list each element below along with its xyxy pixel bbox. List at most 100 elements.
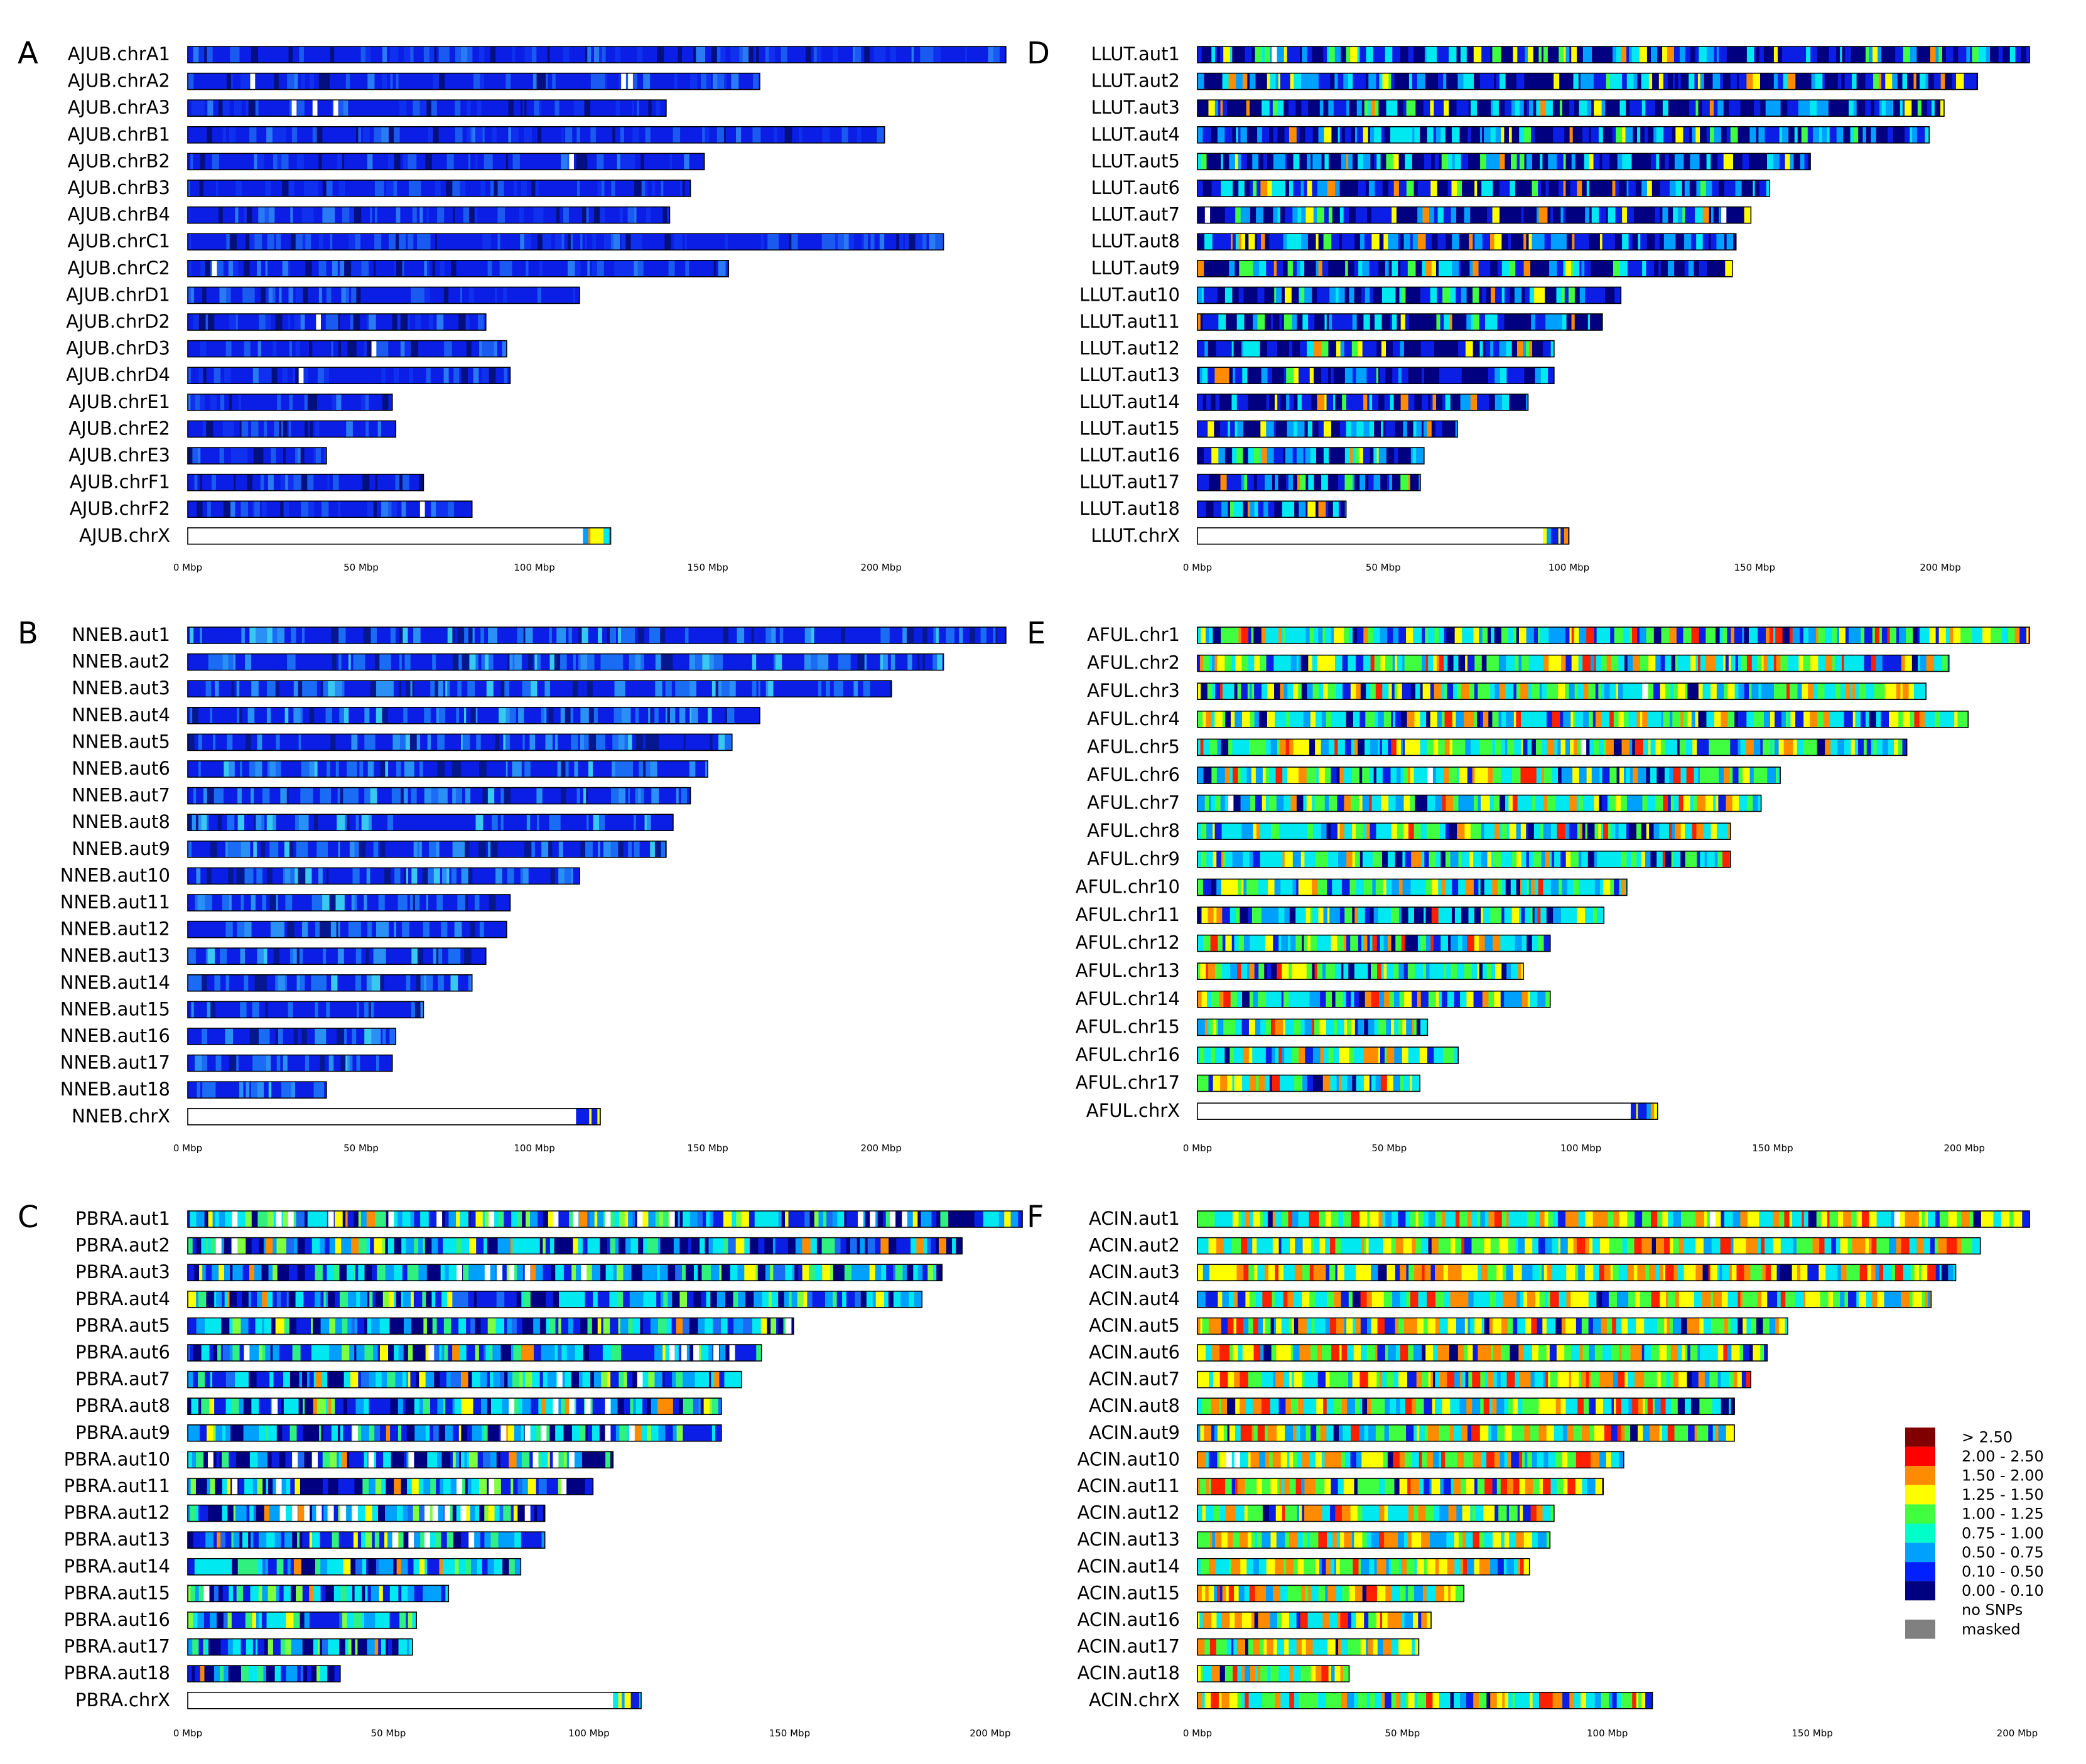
chromosome-segment bbox=[211, 1345, 214, 1361]
chromosome-segment bbox=[237, 367, 243, 384]
chromosome-segment bbox=[733, 126, 737, 143]
chromosome-segment bbox=[271, 1082, 277, 1099]
chromosome-segment bbox=[818, 1211, 824, 1227]
chromosome-segment bbox=[490, 180, 494, 196]
chromosome-segment bbox=[733, 1345, 737, 1361]
chromosome-segment bbox=[409, 734, 418, 751]
chromosome-segment bbox=[646, 734, 654, 751]
chromosome-segment bbox=[379, 1028, 381, 1045]
chromosome-outline bbox=[187, 447, 327, 465]
chromosome-segment bbox=[253, 448, 261, 464]
chromosome-segment bbox=[937, 653, 943, 670]
chromosome-segment bbox=[822, 126, 827, 143]
chromosome-segment bbox=[201, 1345, 210, 1361]
chromosome-segment bbox=[568, 627, 573, 643]
chromosome-segment bbox=[689, 260, 697, 277]
chromosome-segment bbox=[254, 260, 257, 277]
chromosome-segment bbox=[322, 421, 330, 438]
chromosome-segment bbox=[354, 46, 362, 63]
chromosome-segment bbox=[912, 653, 916, 670]
chromosome-segment bbox=[482, 787, 489, 804]
chromosome-segment bbox=[322, 501, 329, 518]
chromosome-segment bbox=[319, 948, 323, 965]
chromosome-segment bbox=[539, 1371, 544, 1388]
chromosome-segment bbox=[485, 734, 490, 751]
chromosome-segment bbox=[315, 921, 320, 938]
chromosome-segment bbox=[227, 1505, 234, 1522]
chromosome-segment bbox=[189, 73, 194, 90]
chromosome-segment bbox=[235, 501, 242, 518]
chromosome-segment bbox=[443, 1237, 450, 1254]
no-snp-gap bbox=[244, 1345, 250, 1361]
chromosome-segment bbox=[619, 1211, 625, 1227]
chromosome-segment bbox=[412, 680, 415, 697]
chromosome-segment bbox=[502, 921, 506, 938]
chromosome-segment bbox=[709, 126, 715, 143]
chromosome-segment bbox=[601, 126, 606, 143]
chromosome-segment bbox=[238, 394, 242, 411]
chromosome-segment bbox=[252, 207, 259, 223]
chromosome-segment bbox=[401, 501, 407, 518]
chromosome-segment bbox=[303, 1478, 307, 1495]
chromosome-segment bbox=[688, 1237, 692, 1254]
no-snp-gap bbox=[457, 1478, 463, 1495]
chromosome-segment bbox=[273, 1264, 278, 1281]
chromosome-segment bbox=[634, 1291, 644, 1308]
chromosome-segment bbox=[271, 153, 274, 170]
chromosome-segment bbox=[386, 1028, 390, 1045]
chromosome-segment bbox=[477, 234, 483, 250]
chromosome-segment bbox=[484, 1345, 487, 1361]
chromosome-segment bbox=[198, 314, 207, 330]
chromosome-segment bbox=[816, 1237, 823, 1254]
chromosome-segment bbox=[566, 734, 571, 751]
chromosome-segment bbox=[438, 974, 445, 991]
chromosome-segment bbox=[403, 180, 406, 196]
chromosome-segment bbox=[651, 180, 656, 196]
chromosome-label: AJUB.chrF2 bbox=[70, 498, 170, 519]
chromosome-segment bbox=[701, 73, 707, 90]
chromosome-segment bbox=[561, 1318, 569, 1335]
chromosome-segment bbox=[725, 126, 731, 143]
chromosome-segment bbox=[460, 100, 463, 117]
chromosome-segment bbox=[500, 234, 508, 250]
chromosome-segment bbox=[349, 707, 354, 724]
chromosome-segment bbox=[200, 868, 207, 885]
chromosome-segment bbox=[243, 787, 247, 804]
chromosome-segment bbox=[249, 1028, 254, 1045]
chromosome-segment bbox=[335, 895, 338, 911]
chromosome-segment bbox=[366, 314, 369, 330]
chromosome-segment bbox=[615, 207, 620, 223]
chromosome-segment bbox=[689, 1318, 699, 1335]
chromosome-segment bbox=[406, 1371, 409, 1388]
chromosome-segment bbox=[204, 100, 208, 117]
chromosome-segment bbox=[396, 234, 399, 250]
chromosome-segment bbox=[307, 1082, 312, 1099]
chromosome-segment bbox=[659, 787, 666, 804]
x-tick-label: 100 Mbp bbox=[514, 562, 554, 573]
chromosome-segment bbox=[507, 653, 511, 670]
chromosome-segment bbox=[427, 734, 431, 751]
chromosome-segment bbox=[386, 421, 392, 438]
chromosome-segment bbox=[531, 180, 536, 196]
chromosome-segment bbox=[347, 1451, 350, 1468]
chromosome-segment bbox=[217, 501, 222, 518]
chromosome-segment bbox=[845, 627, 848, 643]
chromosome-segment bbox=[280, 474, 286, 491]
chromosome-segment bbox=[669, 46, 677, 63]
chromosome-segment bbox=[391, 707, 394, 724]
chromosome-segment bbox=[354, 895, 358, 911]
chromosome-segment bbox=[686, 234, 693, 250]
chromosome-segment bbox=[461, 1237, 470, 1254]
chromosome-segment bbox=[205, 948, 208, 965]
chromosome-segment bbox=[360, 1291, 368, 1308]
chromosome-segment bbox=[457, 680, 462, 697]
chromosome-segment bbox=[511, 1345, 514, 1361]
chromosome-segment bbox=[331, 974, 338, 991]
chromosome-segment bbox=[293, 948, 298, 965]
chromosome-segment bbox=[696, 46, 700, 63]
chromosome-segment bbox=[661, 761, 666, 777]
chromosome-segment bbox=[283, 207, 291, 223]
chromosome-segment bbox=[646, 207, 651, 223]
chromosome-segment bbox=[350, 1371, 359, 1388]
chromosome-segment bbox=[235, 207, 239, 223]
